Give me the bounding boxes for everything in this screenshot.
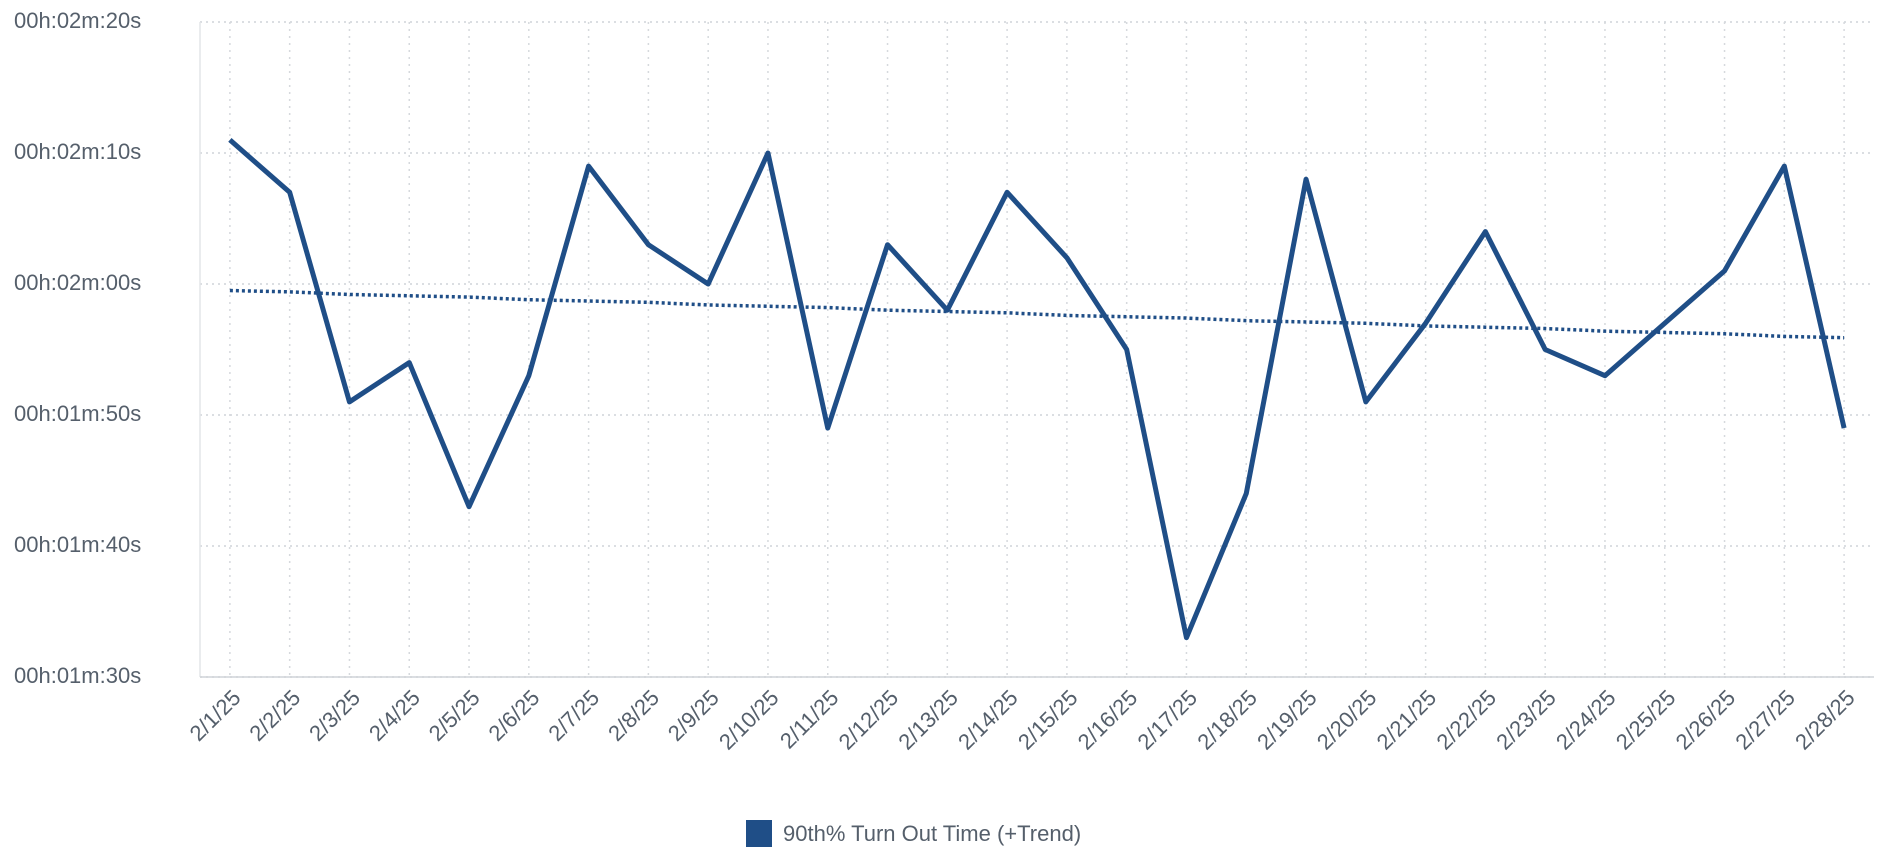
x-tick-label: 2/24/25 (1551, 685, 1621, 755)
x-tick-label: 2/7/25 (543, 685, 604, 746)
x-tick-label: 2/4/25 (364, 685, 425, 746)
x-tick-label: 2/27/25 (1730, 685, 1800, 755)
x-tick-label: 2/14/25 (953, 685, 1023, 755)
y-tick-label: 00h:02m:20s (14, 8, 141, 33)
legend-label: 90th% Turn Out Time (+Trend) (783, 821, 1081, 846)
x-tick-label: 2/20/25 (1312, 685, 1382, 755)
x-tick-label: 2/25/25 (1611, 685, 1681, 755)
x-tick-label: 2/6/25 (484, 685, 545, 746)
x-tick-label: 2/2/25 (244, 685, 305, 746)
y-tick-label: 00h:01m:40s (14, 532, 141, 557)
x-tick-label: 2/10/25 (714, 685, 784, 755)
x-tick-label: 2/28/25 (1790, 685, 1860, 755)
x-tick-label: 2/13/25 (893, 685, 963, 755)
x-tick-label: 2/1/25 (185, 685, 246, 746)
x-tick-label: 2/23/25 (1491, 685, 1561, 755)
x-tick-label: 2/18/25 (1192, 685, 1262, 755)
x-tick-label: 2/8/25 (603, 685, 664, 746)
x-tick-label: 2/16/25 (1073, 685, 1143, 755)
y-tick-label: 00h:02m:10s (14, 139, 141, 164)
x-tick-label: 2/21/25 (1372, 685, 1442, 755)
y-tick-label: 00h:01m:30s (14, 663, 141, 688)
x-tick-label: 2/11/25 (775, 685, 843, 753)
x-tick-label: 2/19/25 (1252, 685, 1322, 755)
x-tick-label: 2/12/25 (834, 685, 904, 755)
x-tick-label: 2/22/25 (1431, 685, 1501, 755)
x-tick-label: 2/15/25 (1013, 685, 1083, 755)
y-tick-label: 00h:01m:50s (14, 401, 141, 426)
x-tick-label: 2/17/25 (1133, 685, 1203, 755)
series-line (228, 138, 1847, 641)
x-tick-label: 2/3/25 (304, 685, 365, 746)
x-tick-label: 2/26/25 (1671, 685, 1741, 755)
x-tick-label: 2/5/25 (424, 685, 485, 746)
trend-line (229, 288, 1845, 340)
y-tick-label: 00h:02m:00s (14, 270, 141, 295)
legend-swatch (746, 820, 772, 847)
